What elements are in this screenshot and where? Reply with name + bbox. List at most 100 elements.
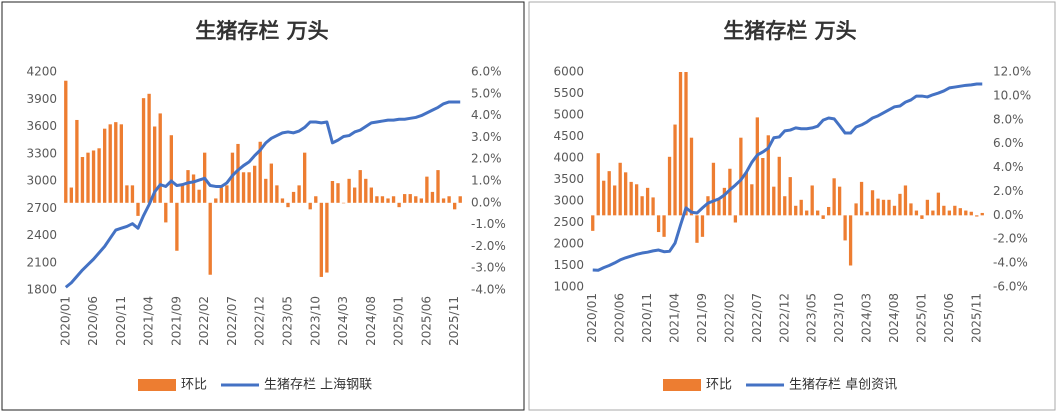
- bar: [980, 212, 984, 216]
- bar: [667, 156, 672, 216]
- bar: [375, 196, 379, 203]
- x-tick-label: 2023/10: [308, 296, 322, 346]
- bar: [164, 202, 168, 223]
- x-tick-label: 2025/06: [942, 293, 956, 343]
- bar: [684, 72, 688, 216]
- y2-tick-label: -1.0%: [471, 217, 506, 231]
- y2-tick-label: 0.0%: [993, 208, 1024, 222]
- bar: [136, 202, 140, 216]
- y-tick-label: 4200: [26, 65, 57, 79]
- bar: [236, 143, 240, 203]
- x-tick-label: 2020/06: [86, 296, 100, 346]
- bar: [308, 202, 312, 210]
- legend-label: 环比: [181, 378, 207, 393]
- bar: [147, 93, 151, 203]
- line: [64, 100, 461, 289]
- bar: [843, 215, 847, 241]
- bar: [458, 196, 462, 203]
- bar: [629, 181, 633, 216]
- y2-tick-label: 12.0%: [993, 65, 1031, 79]
- bar: [258, 141, 262, 203]
- bar: [914, 210, 919, 216]
- bar: [214, 198, 218, 203]
- bar: [386, 198, 390, 203]
- bar: [964, 210, 968, 216]
- bar: [634, 184, 639, 216]
- bar: [662, 215, 666, 237]
- bar: [755, 117, 759, 216]
- x-tick-label: 2020/01: [58, 296, 72, 346]
- bar: [624, 172, 628, 216]
- bar: [414, 196, 418, 203]
- bar: [816, 210, 820, 216]
- bar: [695, 215, 699, 243]
- bar: [750, 184, 754, 216]
- x-tick-label: 2021/04: [668, 293, 682, 343]
- x-tick-label: 2022/02: [197, 296, 211, 346]
- x-tick-label: 2020/06: [613, 293, 627, 343]
- x-tick-label: 2022/07: [750, 293, 764, 343]
- line: [592, 82, 983, 272]
- bar: [314, 196, 318, 203]
- bar: [837, 186, 842, 216]
- bar: [97, 148, 101, 203]
- bar: [119, 124, 123, 203]
- y-tick-label: 5500: [553, 86, 584, 100]
- bar: [447, 196, 451, 203]
- x-tick-label: 2022/07: [225, 296, 239, 346]
- bar: [425, 176, 429, 203]
- y-tick-label: 6000: [553, 65, 584, 79]
- bar: [114, 122, 118, 203]
- bar: [854, 203, 858, 216]
- bar: [958, 208, 962, 216]
- bar: [832, 178, 836, 216]
- y2-tick-label: -6.0%: [993, 280, 1028, 294]
- y-tick-label: 3500: [553, 172, 584, 186]
- bar: [436, 170, 440, 203]
- y-tick-label: 1800: [26, 283, 57, 297]
- bar: [130, 185, 135, 203]
- bar: [969, 211, 973, 216]
- chart-panel: 生猪存栏 万头 1800 2100 2400 2700 3000 3300 3600 3900…: [1, 1, 525, 411]
- x-tick-label: 2021/09: [695, 293, 709, 343]
- bar: [898, 193, 902, 216]
- bar: [892, 205, 897, 216]
- bar: [744, 172, 748, 216]
- bar: [175, 202, 179, 251]
- bar: [208, 202, 212, 275]
- bar: [761, 158, 765, 216]
- bar: [158, 113, 162, 203]
- bar: [91, 150, 96, 203]
- x-tick-label: 2023/05: [805, 293, 819, 343]
- bar: [942, 205, 946, 216]
- y-tick-label: 2700: [26, 201, 57, 215]
- bar: [369, 187, 373, 203]
- bar: [191, 174, 196, 203]
- bar: [291, 191, 296, 203]
- bar: [325, 202, 329, 273]
- bar: [618, 162, 622, 216]
- bar: [197, 189, 201, 203]
- y2-tick-label: -4.0%: [993, 256, 1028, 270]
- y-tick-label: 3900: [26, 92, 57, 106]
- bar: [777, 156, 781, 216]
- bar: [297, 185, 301, 203]
- x-tick-label: 2021/04: [142, 296, 156, 346]
- bar: [936, 192, 941, 216]
- chart-title: 生猪存栏 万头: [195, 19, 328, 43]
- bar: [169, 135, 173, 203]
- bar: [264, 178, 268, 203]
- bar: [848, 215, 853, 266]
- chart-panel: 生猪存栏 万头 1000 1500 2000 2500 3000 3500 4000 4500…: [528, 1, 1056, 411]
- bar: [336, 183, 340, 203]
- bar: [975, 215, 979, 217]
- bar: [602, 180, 606, 216]
- bar: [358, 170, 362, 203]
- bar: [397, 202, 401, 208]
- bar: [319, 202, 323, 277]
- bar: [153, 126, 157, 203]
- x-tick-label: 2022/12: [777, 293, 791, 343]
- bar: [253, 165, 257, 203]
- bar: [645, 187, 650, 216]
- y2-tick-label: 5.0%: [471, 86, 502, 100]
